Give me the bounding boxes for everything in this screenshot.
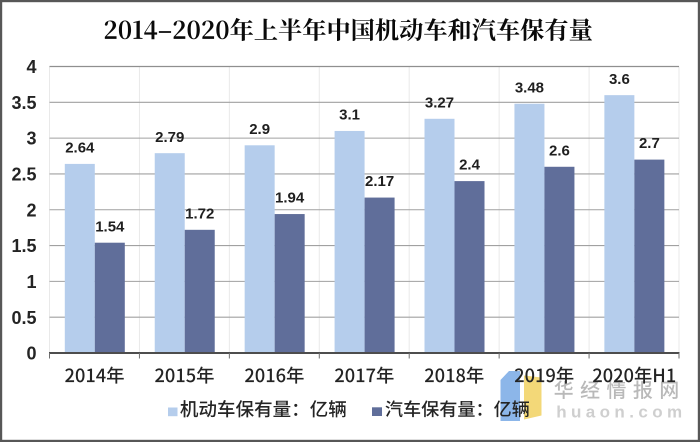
svg-text:huaon.com: huaon.com xyxy=(556,403,686,422)
svg-text:2.5: 2.5 xyxy=(11,165,36,185)
svg-text:2.17: 2.17 xyxy=(365,173,394,190)
svg-text:0.5: 0.5 xyxy=(11,308,36,328)
svg-text:2.7: 2.7 xyxy=(639,135,660,152)
svg-text:0: 0 xyxy=(26,344,36,364)
svg-text:3.1: 3.1 xyxy=(339,107,360,124)
svg-text:3: 3 xyxy=(26,129,36,149)
svg-text:2: 2 xyxy=(26,200,36,220)
svg-text:3.6: 3.6 xyxy=(609,71,630,88)
svg-text:2.4: 2.4 xyxy=(459,157,481,174)
svg-text:2.64: 2.64 xyxy=(65,140,95,157)
svg-text:1.54: 1.54 xyxy=(95,218,125,235)
svg-text:2.79: 2.79 xyxy=(155,129,184,146)
svg-text:4: 4 xyxy=(26,57,36,77)
svg-text:1: 1 xyxy=(26,272,36,292)
svg-text:1.72: 1.72 xyxy=(185,205,214,222)
svg-text:3.48: 3.48 xyxy=(515,79,544,96)
svg-text:1.94: 1.94 xyxy=(275,190,305,207)
svg-text:2.9: 2.9 xyxy=(249,121,270,138)
svg-text:3.5: 3.5 xyxy=(11,93,36,113)
svg-text:2.6: 2.6 xyxy=(549,142,570,159)
svg-text:3.27: 3.27 xyxy=(425,94,454,111)
svg-text:1.5: 1.5 xyxy=(11,236,36,256)
